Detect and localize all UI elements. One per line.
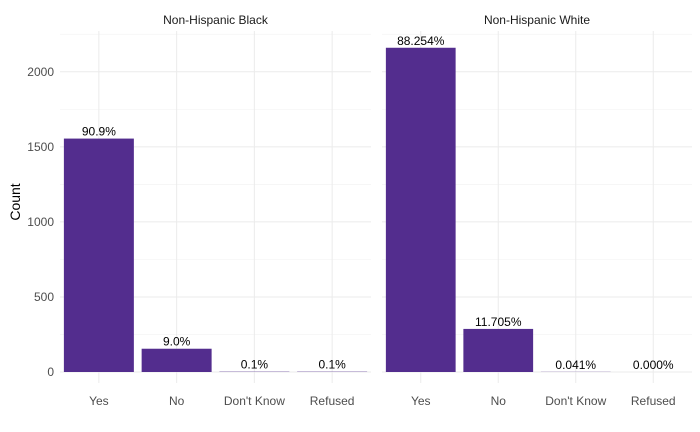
- bar-no: [463, 328, 534, 372]
- x-tick-label: Don't Know: [224, 394, 285, 408]
- panel-title: Non-Hispanic Black: [163, 13, 269, 27]
- bar-yes: [385, 47, 456, 372]
- data-label: 9.0%: [163, 335, 191, 349]
- x-tick-label: Yes: [89, 394, 109, 408]
- y-tick-label: 0: [47, 365, 54, 379]
- x-tick-label: No: [169, 394, 185, 408]
- data-label: 0.1%: [318, 358, 346, 372]
- panel-1: 88.254% 11.705% 0.041% 0.000% Yes No Don't Kno…: [382, 13, 692, 408]
- x-tick-label: Don't Know: [545, 394, 606, 408]
- data-label: 88.254%: [397, 34, 445, 48]
- panel-0: 90.9% 9.0% 0.1% 0.1% Yes No Don't Know Refused N…: [60, 13, 371, 408]
- x-tick-label: Refused: [631, 394, 676, 408]
- y-tick-label: 2000: [27, 65, 54, 79]
- y-axis-title: Count: [7, 183, 23, 220]
- y-tick-label: 500: [34, 290, 54, 304]
- data-label: 0.000%: [633, 358, 674, 372]
- y-tick-label: 1500: [27, 140, 54, 154]
- y-tick-label: 1000: [27, 215, 54, 229]
- x-tick-label: No: [491, 394, 507, 408]
- x-tick-label: Yes: [411, 394, 431, 408]
- data-label: 0.041%: [555, 358, 596, 372]
- bar-yes: [63, 138, 134, 372]
- bar-no: [141, 348, 212, 372]
- data-label: 90.9%: [82, 125, 116, 139]
- panel-title: Non-Hispanic White: [484, 13, 590, 27]
- data-label: 0.1%: [241, 358, 269, 372]
- data-label: 11.705%: [475, 315, 522, 329]
- x-tick-label: Refused: [310, 394, 355, 408]
